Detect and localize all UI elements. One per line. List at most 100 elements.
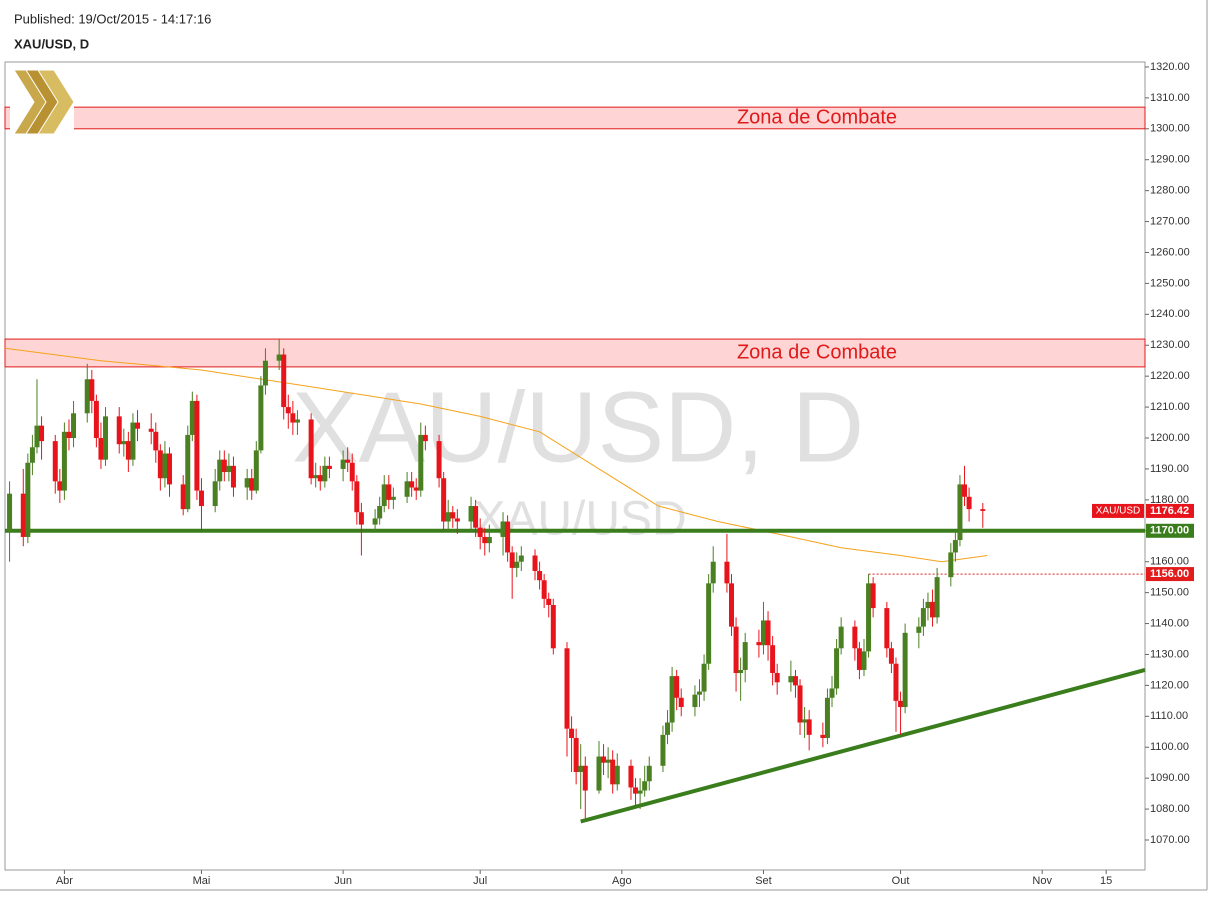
x-tick-label: Out <box>892 875 910 887</box>
x-tick-label: Mai <box>193 875 211 887</box>
candle-body <box>564 648 570 729</box>
candle-body <box>322 465 328 482</box>
candle-body <box>852 626 858 649</box>
candle-body <box>578 765 584 772</box>
candle-body <box>838 626 844 649</box>
y-tick-label: 1270.00 <box>1150 215 1190 227</box>
zone-label: Zona de Combate <box>737 341 897 363</box>
candle-body <box>244 478 250 488</box>
x-tick-label: Abr <box>56 875 73 887</box>
candle-body <box>445 512 451 522</box>
candle-body <box>824 697 830 738</box>
candle-body <box>221 459 227 473</box>
candle-body <box>710 561 716 584</box>
candle-body <box>409 481 415 488</box>
symbol-label: XAU/USD, D <box>14 36 89 51</box>
y-tick-label: 1090.00 <box>1150 772 1190 784</box>
moving-average <box>4 347 988 563</box>
candle-body <box>724 561 730 584</box>
published-label: Published: 19/Oct/2015 - 14:17:16 <box>14 11 211 26</box>
candle-body <box>418 434 424 491</box>
level-tag <box>1146 523 1194 538</box>
candle-body <box>802 719 808 723</box>
candle-body <box>829 688 835 698</box>
candle-body <box>20 493 26 537</box>
x-tick-label: Set <box>755 875 772 887</box>
candle-body <box>262 360 268 386</box>
candle-body <box>482 536 488 544</box>
candle-body <box>760 620 766 646</box>
candle-body <box>898 700 904 708</box>
candle-body <box>678 697 684 708</box>
candle-body <box>313 475 319 479</box>
candle-body <box>792 676 798 686</box>
candle-body <box>701 663 707 692</box>
candle-body <box>162 453 168 479</box>
candle-body <box>582 765 588 791</box>
candle-body <box>194 400 200 491</box>
candle-body <box>185 434 191 510</box>
candle-body <box>189 400 195 435</box>
candle-body <box>217 459 223 482</box>
candle-body <box>962 484 968 497</box>
candle-body <box>706 583 712 664</box>
candle-body <box>93 400 99 439</box>
candle-body <box>605 759 611 763</box>
y-tick-label: 1080.00 <box>1150 803 1190 815</box>
candle-body <box>39 425 45 442</box>
candle-body <box>514 561 520 568</box>
level-tag <box>1146 567 1194 582</box>
y-tick-label: 1300.00 <box>1150 123 1190 135</box>
price-tag: 1176.42 <box>1150 505 1189 517</box>
candle-body <box>674 676 680 698</box>
candle-body <box>258 385 264 451</box>
symbol-tag: XAU/USD <box>1096 506 1140 517</box>
candle-body <box>180 484 186 510</box>
candle-body <box>116 416 122 445</box>
combat-zone <box>4 106 1146 130</box>
candle-body <box>121 441 127 445</box>
y-tick-label: 1260.00 <box>1150 246 1190 258</box>
candle-body <box>422 434 428 442</box>
candle-body <box>157 450 163 479</box>
candle-body <box>29 447 35 463</box>
candle-body <box>413 487 419 491</box>
price-tag-box <box>1146 503 1194 518</box>
y-tick-label: 1320.00 <box>1150 61 1190 73</box>
combat-zone <box>4 338 1146 368</box>
candle-body <box>441 478 447 522</box>
candle-body <box>920 608 926 627</box>
candle-body <box>454 518 460 522</box>
logo <box>10 67 75 137</box>
trend-line <box>580 667 1146 824</box>
y-tick-label: 1200.00 <box>1150 432 1190 444</box>
candle-body <box>450 512 456 519</box>
plot-frame <box>4 61 1146 871</box>
y-tick-label: 1160.00 <box>1150 556 1189 568</box>
candle-body <box>125 441 131 460</box>
candle-body <box>198 490 204 507</box>
candle-body <box>166 453 172 485</box>
candle-body <box>697 691 703 695</box>
candle-body <box>834 648 840 689</box>
candle-body <box>633 787 639 794</box>
candle-body <box>820 734 826 738</box>
candle-body <box>285 407 291 414</box>
candle-body <box>308 419 314 479</box>
y-tick-label: 1240.00 <box>1150 308 1190 320</box>
candle-body <box>765 620 771 646</box>
candle-body <box>89 379 95 401</box>
candle-body <box>71 413 77 439</box>
candle-body <box>473 506 479 528</box>
y-tick-label: 1070.00 <box>1150 834 1190 846</box>
candle-body <box>386 484 392 500</box>
y-tick-label: 1190.00 <box>1150 463 1189 475</box>
candle-body <box>573 737 579 772</box>
candle-body <box>349 462 355 482</box>
candle-body <box>902 632 908 708</box>
candle-body <box>436 441 442 479</box>
candle-body <box>806 719 812 735</box>
candle-body <box>390 496 396 500</box>
candle-body <box>130 422 136 460</box>
